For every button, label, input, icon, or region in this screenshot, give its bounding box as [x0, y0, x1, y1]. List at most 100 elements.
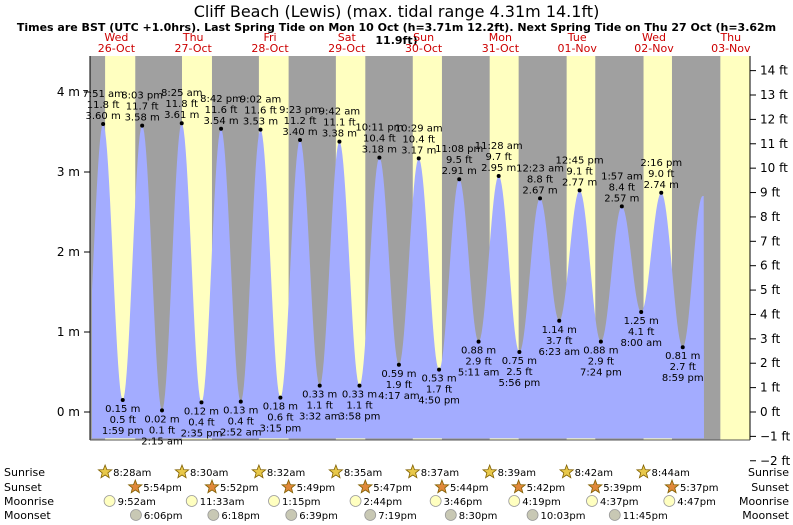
moonset-time: 8:30pm [459, 511, 498, 522]
sunset-star-icon [357, 478, 374, 494]
tide-time-label: 3:32 am [299, 412, 341, 423]
tide-height-m-label: 0.13 m [223, 406, 258, 417]
moonset-time: 11:45pm [623, 511, 668, 522]
sunset-row-label: Sunset [4, 481, 42, 494]
tide-point [199, 400, 204, 405]
y-left-tick-label: 1 m [57, 325, 80, 339]
sunrise-star-icon [328, 463, 344, 479]
tide-height-m-label: 3.18 m [362, 145, 397, 156]
moonset-moon-icon [207, 509, 220, 521]
moonset-moon-icon [526, 509, 539, 521]
tide-height-m-label: 0.88 m [583, 346, 618, 357]
y-left-tick-label: 0 m [57, 405, 80, 419]
sunrise-star-icon [635, 463, 652, 479]
tide-time-label: 12:23 am [516, 163, 564, 174]
tide-time-label: 9:02 am [240, 95, 282, 106]
tide-height-ft-label: 9.0 ft [648, 169, 674, 180]
tide-height-ft-label: 8.8 ft [527, 174, 553, 185]
y-right-tick-label: 8 ft [760, 210, 780, 224]
y-right-tick-label: 1 ft [760, 381, 780, 395]
y-right-tick-label: 2 ft [760, 356, 780, 370]
y-right-tick-label: −2 ft [760, 454, 791, 468]
tide-point [317, 383, 322, 388]
tide-height-m-label: 2.57 m [604, 193, 639, 204]
tide-height-m-label: 3.58 m [125, 113, 160, 124]
tide-time-label: 12:45 pm [556, 155, 604, 166]
tide-height-m-label: 3.53 m [243, 117, 278, 128]
tide-height-ft-label: 11.6 ft [244, 106, 277, 117]
moonrise-moon-icon [185, 495, 198, 507]
date-label: 31-Oct [482, 42, 520, 55]
tide-point [377, 155, 382, 160]
moonset-row-label: Moonset [4, 509, 51, 522]
moonset-moon-icon [285, 509, 298, 521]
moonrise-time: 4:47pm [677, 497, 716, 508]
date-label: 03-Nov [711, 42, 751, 55]
tide-time-label: 8:00 am [620, 338, 662, 349]
tide-point [179, 121, 184, 126]
y-right-tick-label: 7 ft [760, 234, 780, 248]
sunset-star-icon [280, 478, 297, 494]
tide-time-label: 10:11 pm [355, 123, 403, 134]
tide-height-m-label: 2.74 m [644, 180, 679, 191]
moonset-time: 6:18pm [221, 511, 260, 522]
date-label: 28-Oct [251, 42, 289, 55]
sunset-star-icon [664, 478, 680, 494]
sunrise-star-icon [558, 463, 575, 479]
y-left-tick-label: 3 m [57, 165, 80, 179]
y-left-tick-label: 2 m [57, 245, 80, 259]
tide-height-ft-label: 2.9 ft [465, 357, 491, 368]
moonset-moon-icon [608, 509, 621, 521]
tide-point [219, 126, 224, 131]
sunset-star-icon [434, 478, 450, 494]
tide-time-label: 6:23 am [538, 347, 580, 358]
tide-height-ft-label: 11.6 ft [205, 105, 238, 116]
moonrise-moon-icon [429, 495, 442, 507]
sunset-time: 5:49pm [297, 483, 336, 494]
sunrise-star-icon [481, 463, 498, 479]
sunrise-time: 8:30am [190, 468, 228, 479]
tide-point [538, 196, 543, 201]
moonset-moon-icon [364, 509, 377, 521]
tide-height-m-label: 0.18 m [263, 402, 298, 413]
tide-height-ft-label: 2.5 ft [506, 367, 532, 378]
tide-height-m-label: 0.33 m [302, 390, 337, 401]
date-label: 26-Oct [98, 42, 136, 55]
date-label: 30-Oct [405, 42, 443, 55]
tide-height-m-label: 0.53 m [421, 374, 456, 385]
tide-height-ft-label: 0.1 ft [149, 425, 175, 436]
date-label: 27-Oct [175, 42, 213, 55]
date-label: 29-Oct [328, 42, 366, 55]
tide-height-ft-label: 1.1 ft [307, 401, 333, 412]
tide-point [120, 398, 125, 402]
tide-height-ft-label: 8.4 ft [609, 182, 635, 193]
tide-point [557, 318, 562, 323]
tide-height-m-label: 3.17 m [401, 145, 436, 156]
daylight-band [720, 56, 750, 440]
moonrise-time: 1:15pm [282, 497, 321, 508]
tide-point [357, 383, 362, 388]
moonrise-time: 11:33am [200, 497, 245, 508]
sunset-time: 5:47pm [373, 483, 412, 494]
y-left-tick-label: 4 m [57, 85, 80, 99]
tide-height-ft-label: 0.5 ft [110, 415, 136, 426]
sunset-time: 5:44pm [450, 483, 489, 494]
sunrise-star-icon [97, 463, 113, 479]
sunset-time: 5:37pm [680, 483, 719, 494]
tide-time-label: 1:57 am [601, 171, 643, 182]
day-label: Mon [489, 31, 512, 44]
tide-point [659, 190, 664, 195]
moonrise-moon-icon [349, 495, 362, 507]
tide-time-label: 10:29 am [395, 123, 443, 134]
tide-height-m-label: 2.91 m [442, 166, 477, 177]
y-right-tick-label: 6 ft [760, 259, 780, 273]
moonrise-row-label-right: Moonrise [739, 495, 789, 508]
tide-point [298, 138, 303, 142]
moonrise-moon-icon [663, 495, 676, 507]
sunrise-row-label: Sunrise [4, 466, 45, 479]
tide-height-m-label: 0.88 m [461, 346, 496, 357]
tide-point [101, 122, 106, 126]
tide-point [680, 345, 685, 350]
tide-time-label: 8:25 am [161, 88, 203, 99]
tide-time-label: 2:16 pm [640, 158, 682, 169]
